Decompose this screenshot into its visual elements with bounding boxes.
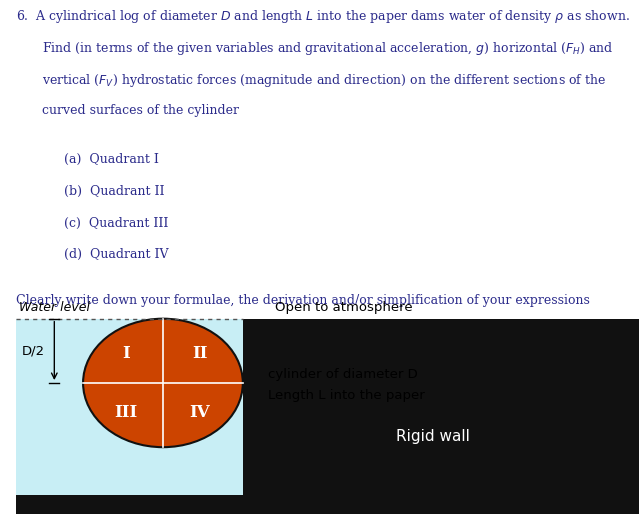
Circle shape — [83, 319, 243, 447]
Text: Clearly write down your formulae, the derivation and/or simplification of your e: Clearly write down your formulae, the de… — [16, 294, 590, 307]
Text: curved surfaces of the cylinder: curved surfaces of the cylinder — [42, 104, 238, 117]
Bar — [16, 495, 639, 514]
Text: vertical ($F_V$) hydrostatic forces (magnitude and direction) on the different s: vertical ($F_V$) hydrostatic forces (mag… — [42, 72, 606, 89]
Text: II: II — [192, 345, 208, 362]
Text: Water level: Water level — [19, 301, 90, 314]
Text: (d)  Quadrant IV: (d) Quadrant IV — [64, 248, 169, 262]
Text: III: III — [114, 404, 138, 421]
Text: I: I — [122, 345, 130, 362]
Text: IV: IV — [189, 404, 210, 421]
Text: Length L into the paper: Length L into the paper — [268, 389, 425, 402]
Text: Rigid wall: Rigid wall — [396, 429, 470, 445]
Bar — [16, 319, 243, 496]
Text: D/2: D/2 — [22, 344, 45, 357]
Bar — [243, 319, 639, 496]
Text: 6.  A cylindrical log of diameter $D$ and length $L$ into the paper dams water o: 6. A cylindrical log of diameter $D$ and… — [16, 8, 630, 25]
Text: cylinder of diameter D: cylinder of diameter D — [268, 368, 418, 380]
Text: (c)  Quadrant III: (c) Quadrant III — [64, 216, 168, 229]
Text: (b)  Quadrant II: (b) Quadrant II — [64, 185, 164, 197]
Text: (a)  Quadrant I: (a) Quadrant I — [64, 153, 158, 166]
Text: Open to atmosphere: Open to atmosphere — [275, 301, 412, 314]
Text: and you may also draw schematic pressure diagrams for each surface.: and you may also draw schematic pressure… — [16, 326, 464, 339]
Text: Find (in terms of the given variables and gravitational acceleration, $g$) horiz: Find (in terms of the given variables an… — [42, 40, 613, 57]
